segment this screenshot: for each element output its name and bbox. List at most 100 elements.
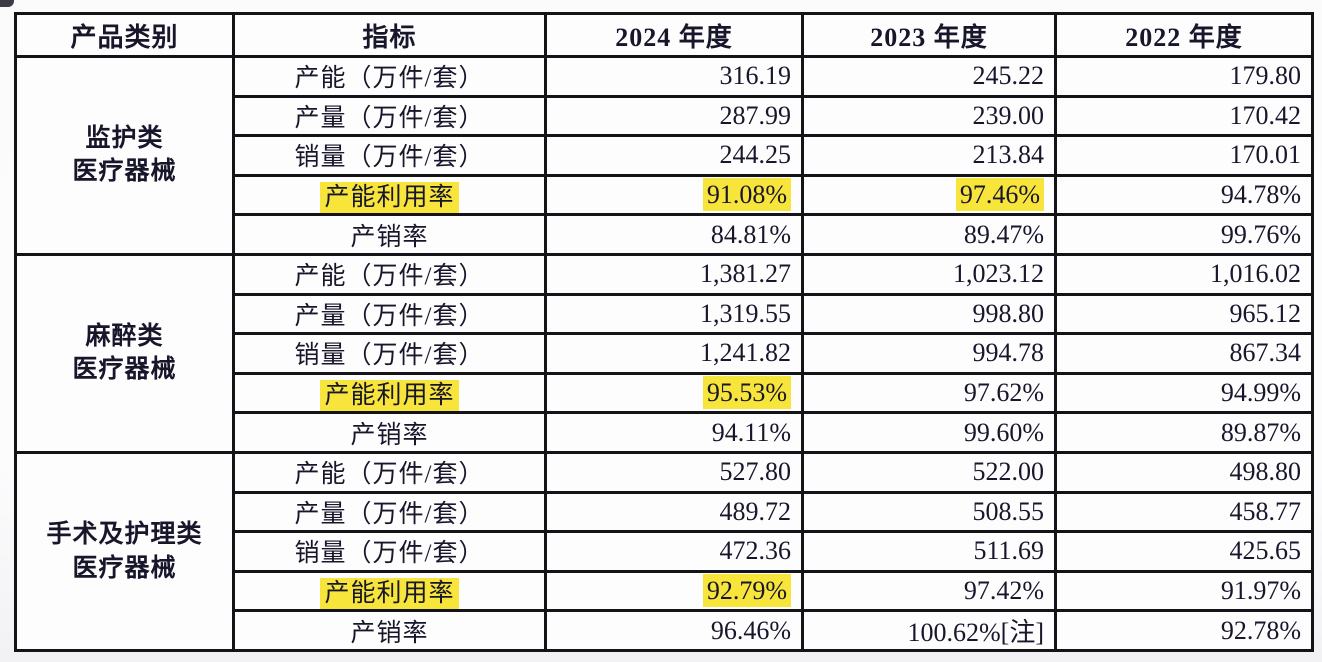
value-cell: 99.60% — [801, 411, 1057, 454]
value-cell: 867.34 — [1054, 332, 1314, 375]
value-cell: 239.00 — [801, 94, 1057, 138]
value: 100.62%[注] — [907, 618, 1044, 648]
value-cell: 511.69 — [801, 530, 1057, 573]
table-row: 产量（万件/套） 489.72 508.55 458.77 — [16, 490, 1314, 534]
value: 458.77 — [1229, 496, 1302, 526]
value-highlighted: 97.46% — [955, 178, 1044, 212]
header-row: 产品类别 指标 2024 年度 2023 年度 2022 年度 — [14, 12, 1314, 58]
indicator-label: 销量（万件/套） — [294, 540, 485, 568]
indicator-cell: 产量（万件/套） — [232, 292, 547, 336]
value: 245.22 — [972, 61, 1045, 91]
value-cell: 508.55 — [801, 490, 1057, 534]
value: 489.72 — [719, 496, 792, 526]
value: 179.80 — [1229, 61, 1302, 91]
value: 1,016.02 — [1210, 259, 1301, 289]
value-cell: 91.08% — [544, 173, 804, 217]
value-cell: 95.53% — [544, 371, 804, 415]
table-body: 监护类 医疗器械 产能（万件/套） 316.19 245.22 179.80 产量（万件/套… — [14, 55, 1314, 653]
value: 867.34 — [1229, 338, 1302, 368]
value: 239.00 — [972, 100, 1045, 130]
value: 84.81% — [710, 219, 791, 249]
value: 89.47% — [963, 219, 1044, 249]
indicator-cell: 产能（万件/套） — [232, 450, 547, 494]
value-cell: 97.62% — [801, 371, 1057, 415]
value: 998.80 — [972, 298, 1045, 328]
indicator-cell: 销量（万件/套） — [232, 530, 547, 573]
header-indicator: 指标 — [232, 12, 547, 58]
indicator-cell: 产能（万件/套） — [232, 252, 547, 296]
table-row: 产量（万件/套） 1,319.55 998.80 965.12 — [16, 292, 1314, 336]
table-row: 产能利用率 92.79% 97.42% 91.97% — [16, 569, 1314, 613]
table-row: 麻醉类 医疗器械 产能（万件/套） 1,381.27 1,023.12 1,016.02 — [14, 252, 1314, 454]
capacity-utilization-table: 产品类别 指标 2024 年度 2023 年度 2022 年度 监护类 医疗器械产… — [14, 12, 1314, 653]
value: 1,319.55 — [700, 298, 791, 328]
indicator-label: 销量（万件/套） — [294, 342, 485, 370]
indicator-label: 产销率 — [350, 421, 429, 449]
indicator-cell: 销量（万件/套） — [232, 332, 547, 375]
indicator-label: 产销率 — [350, 619, 429, 647]
value-cell: 1,241.82 — [544, 332, 804, 375]
value-cell: 84.81% — [544, 213, 804, 256]
value-cell: 89.87% — [1054, 411, 1314, 454]
value-cell: 94.78% — [1054, 173, 1314, 217]
value: 89.87% — [1220, 417, 1301, 447]
value: 99.60% — [963, 417, 1044, 447]
indicator-cell: 销量（万件/套） — [232, 134, 547, 177]
indicator-label: 产能（万件/套） — [294, 263, 485, 291]
value: 170.42 — [1229, 100, 1302, 130]
indicator-label-highlighted: 产能利用率 — [320, 182, 459, 212]
value-cell: 245.22 — [801, 55, 1057, 98]
indicator-label: 产销率 — [350, 223, 429, 251]
value: 1,241.82 — [700, 338, 791, 368]
value-cell: 498.80 — [1054, 450, 1314, 494]
value: 99.76% — [1220, 219, 1301, 249]
header-year-2023: 2023 年度 — [801, 12, 1057, 58]
indicator-label: 产量（万件/套） — [294, 104, 485, 132]
header-year-2022: 2022 年度 — [1054, 12, 1314, 58]
value: 527.80 — [719, 457, 792, 487]
value: 91.97% — [1220, 576, 1301, 606]
value-cell: 1,381.27 — [544, 252, 804, 296]
indicator-label-highlighted: 产能利用率 — [320, 380, 459, 410]
value: 170.01 — [1229, 140, 1302, 170]
value: 97.42% — [963, 576, 1044, 606]
table-row: 销量（万件/套） 1,241.82 994.78 867.34 — [16, 332, 1314, 375]
value-cell: 94.99% — [1054, 371, 1314, 415]
table-row: 手术及护理类 医疗器械 产能（万件/套） 527.80 522.00 498.80 — [14, 450, 1314, 653]
value: 472.36 — [719, 536, 792, 566]
indicator-cell: 产能（万件/套） — [232, 55, 547, 98]
value-cell: 213.84 — [801, 134, 1057, 177]
value: 94.99% — [1220, 378, 1301, 408]
indicator-cell: 产能利用率 — [232, 173, 547, 217]
value-cell: 994.78 — [801, 332, 1057, 375]
table-row: 销量（万件/套） 472.36 511.69 425.65 — [16, 530, 1314, 573]
indicator-cell: 产销率 — [232, 411, 547, 454]
value-cell: 1,319.55 — [544, 292, 804, 336]
table-row: 产销率 96.46% 100.62%[注] 92.78% — [16, 609, 1314, 653]
value: 244.25 — [719, 140, 792, 170]
indicator-label: 产量（万件/套） — [294, 302, 485, 330]
header-year-2024: 2024 年度 — [544, 12, 804, 58]
table-row: 产能利用率 91.08% 97.46% 94.78% — [16, 173, 1314, 217]
indicator-label: 产能（万件/套） — [294, 461, 485, 489]
value-cell: 527.80 — [544, 450, 804, 494]
value-cell: 92.79% — [544, 569, 804, 613]
value-highlighted: 95.53% — [702, 376, 791, 410]
value-cell: 965.12 — [1054, 292, 1314, 336]
value-cell: 472.36 — [544, 530, 804, 573]
value: 508.55 — [972, 496, 1045, 526]
value-cell: 170.01 — [1054, 134, 1314, 177]
value: 94.11% — [711, 417, 791, 447]
value-cell: 170.42 — [1054, 94, 1314, 138]
indicator-cell: 产能利用率 — [232, 569, 547, 613]
value-cell: 99.76% — [1054, 213, 1314, 256]
indicator-cell: 产能利用率 — [232, 371, 547, 415]
table-row: 产能利用率 95.53% 97.62% 94.99% — [16, 371, 1314, 415]
table-row: 产量（万件/套） 287.99 239.00 170.42 — [16, 94, 1314, 138]
category-cell: 监护类 医疗器械 — [14, 55, 235, 256]
indicator-label: 产能（万件/套） — [294, 65, 485, 93]
value-cell: 244.25 — [544, 134, 804, 177]
value-cell: 998.80 — [801, 292, 1057, 336]
value-cell: 522.00 — [801, 450, 1057, 494]
value: 1,023.12 — [953, 259, 1044, 289]
